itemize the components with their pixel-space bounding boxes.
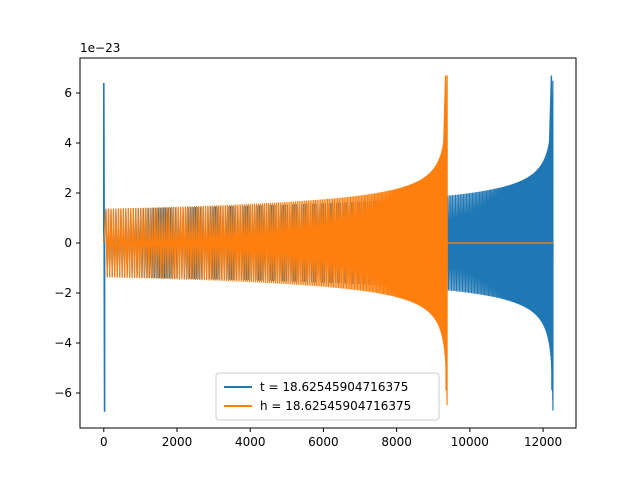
y-tick-label: 6 xyxy=(64,86,72,100)
y-tick-label: −6 xyxy=(54,386,72,400)
y-tick-label: −4 xyxy=(54,336,72,350)
legend: t = 18.62545904716375 h = 18.625459047163… xyxy=(215,372,440,421)
series-1 xyxy=(103,75,553,406)
legend-label: t = 18.62545904716375 xyxy=(260,380,408,394)
legend-box xyxy=(215,372,440,421)
x-tick-label: 8000 xyxy=(381,435,412,449)
x-tick-label: 6000 xyxy=(308,435,339,449)
series-spike xyxy=(102,82,106,412)
x-tick-label: 2000 xyxy=(162,435,193,449)
y-offset-text: 1e−23 xyxy=(80,41,120,55)
series-layer xyxy=(102,75,554,412)
y-tick-label: 4 xyxy=(64,136,72,150)
series-line xyxy=(103,75,553,406)
legend-label: h = 18.62545904716375 xyxy=(260,399,411,413)
series-peak xyxy=(548,75,554,391)
x-tick-label: 10000 xyxy=(451,435,489,449)
x-tick-label: 4000 xyxy=(235,435,266,449)
y-tick-label: 2 xyxy=(64,186,72,200)
series-peak xyxy=(442,75,448,391)
x-axis: 0 2000 4000 6000 8000 10000 12000 xyxy=(100,428,562,449)
y-tick-label: 0 xyxy=(64,236,72,250)
y-tick-label: −2 xyxy=(54,286,72,300)
x-tick-label: 0 xyxy=(100,435,108,449)
x-tick-label: 12000 xyxy=(524,435,562,449)
y-axis: −6 −4 −2 0 2 4 6 xyxy=(54,86,80,400)
